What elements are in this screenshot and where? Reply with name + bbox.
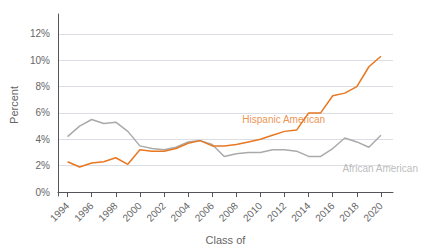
svg-text:4%: 4% [35,134,50,145]
svg-text:2012: 2012 [265,200,289,224]
svg-text:2018: 2018 [337,200,361,224]
svg-text:2014: 2014 [289,200,313,224]
svg-text:8%: 8% [35,81,50,92]
svg-text:2000: 2000 [120,200,144,224]
svg-text:6%: 6% [35,107,50,118]
svg-text:1994: 1994 [48,200,72,224]
svg-text:African American: African American [342,163,418,174]
svg-text:1996: 1996 [72,200,96,224]
svg-text:2006: 2006 [193,200,217,224]
svg-text:10%: 10% [30,55,50,66]
svg-text:0%: 0% [35,187,50,198]
svg-text:2020: 2020 [361,200,385,224]
svg-text:12%: 12% [30,28,50,39]
svg-text:2008: 2008 [217,200,241,224]
svg-text:1998: 1998 [96,200,120,224]
svg-text:Hispanic American: Hispanic American [242,114,325,125]
svg-text:Class of: Class of [206,234,247,246]
svg-text:2%: 2% [35,160,50,171]
svg-text:Percent: Percent [8,86,20,124]
svg-text:2002: 2002 [144,200,168,224]
svg-text:2016: 2016 [313,200,337,224]
svg-text:2004: 2004 [168,200,192,224]
svg-text:2010: 2010 [241,200,265,224]
